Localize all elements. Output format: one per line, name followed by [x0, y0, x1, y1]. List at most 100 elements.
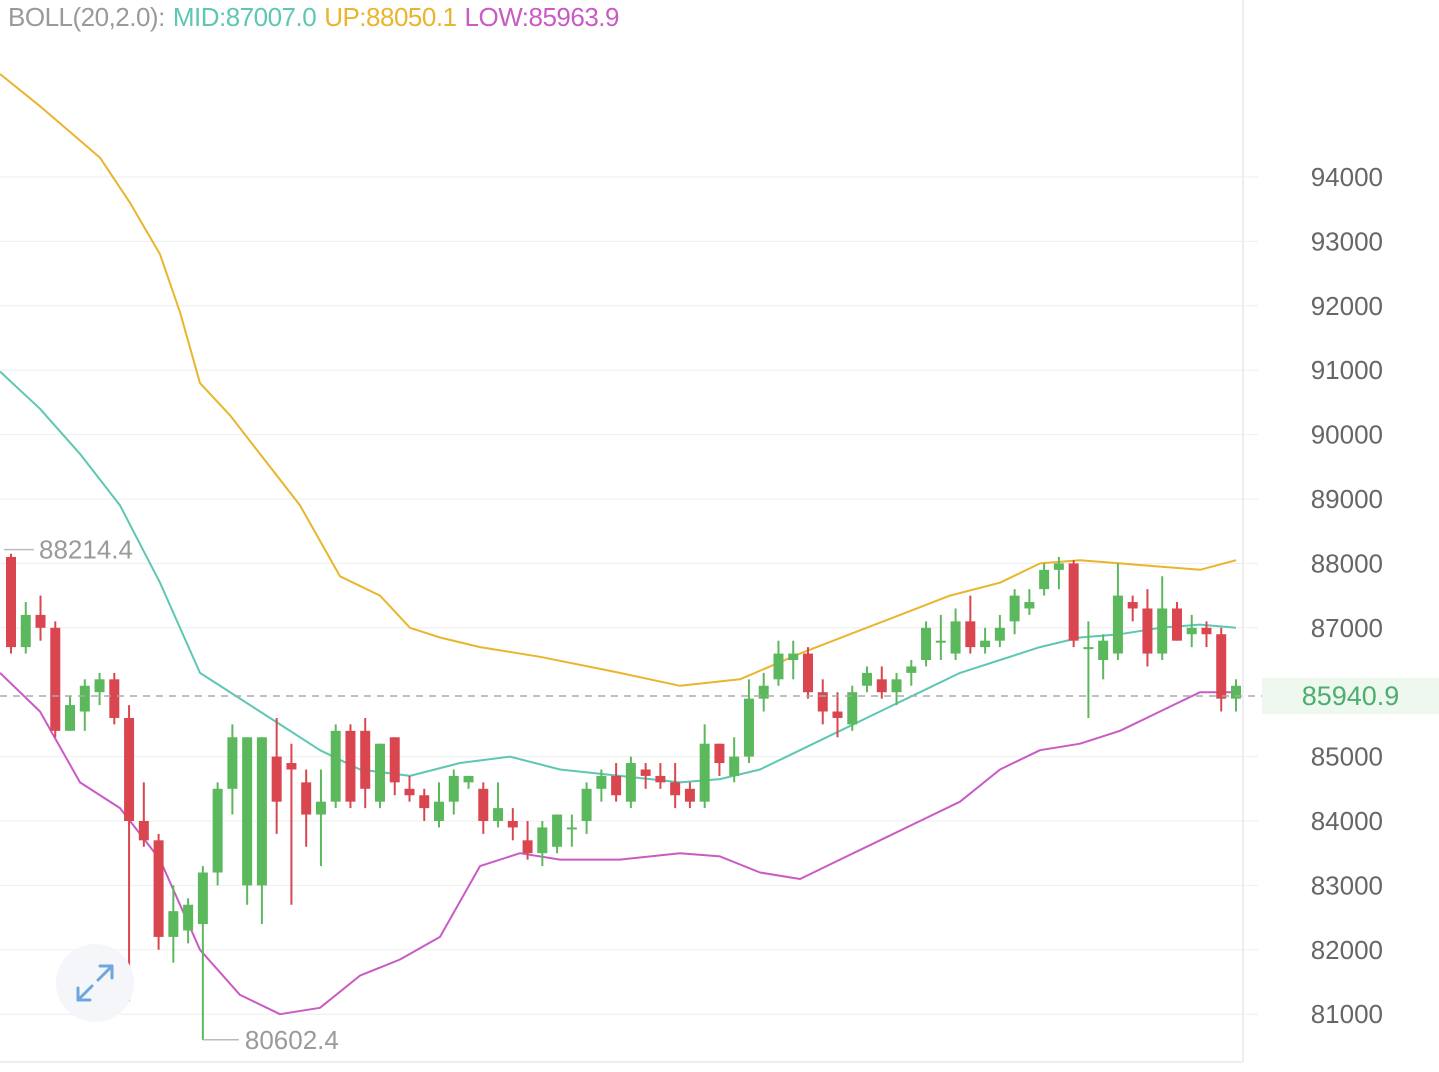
candle-body[interactable] [330, 730, 341, 802]
candle-body[interactable] [50, 627, 61, 731]
candle-body[interactable] [242, 737, 253, 886]
candle-body[interactable] [1171, 608, 1182, 641]
candle-body[interactable] [1201, 627, 1212, 635]
candle-body[interactable] [729, 756, 740, 776]
candle-body[interactable] [197, 872, 208, 925]
candle-body[interactable] [699, 743, 710, 802]
candle-body[interactable] [301, 782, 312, 815]
candle-body[interactable] [862, 672, 873, 686]
candle-body[interactable] [153, 840, 164, 937]
candle-body[interactable] [138, 821, 149, 841]
candle-body[interactable] [94, 679, 105, 693]
candle-body[interactable] [212, 788, 223, 873]
boll-low-line [0, 672, 1236, 1016]
candle-body[interactable] [345, 730, 356, 802]
candle-body[interactable] [1231, 685, 1241, 699]
y-tick-label: 90000 [1311, 420, 1383, 450]
candle-body[interactable] [360, 730, 371, 789]
candle-body[interactable] [847, 692, 858, 725]
candle-body[interactable] [891, 679, 902, 693]
y-tick-label: 81000 [1311, 999, 1383, 1029]
candle-body[interactable] [1157, 608, 1168, 654]
candle-body[interactable] [1127, 602, 1138, 609]
candle-body[interactable] [389, 737, 400, 783]
candle-body[interactable] [374, 743, 385, 802]
candle-body[interactable] [537, 827, 548, 854]
expand-button[interactable] [56, 944, 134, 1022]
candle-body[interactable] [625, 763, 636, 802]
candle-body[interactable] [1053, 563, 1064, 570]
candle-body[interactable] [1024, 602, 1035, 609]
candle-body[interactable] [227, 737, 238, 789]
high-marker-label: 88214.4 [39, 535, 133, 565]
candle-body[interactable] [1098, 640, 1109, 660]
candle-body[interactable] [1216, 634, 1227, 699]
candle-body[interactable] [109, 679, 120, 718]
candle-body[interactable] [124, 717, 135, 821]
candle-body[interactable] [876, 679, 887, 693]
boll-mid-line [0, 370, 1237, 784]
candle-body[interactable] [79, 685, 90, 712]
candle-body[interactable] [566, 827, 577, 830]
y-tick-label: 92000 [1311, 291, 1383, 321]
candle-body[interactable] [35, 614, 46, 628]
candle-body[interactable] [1112, 595, 1123, 654]
candle-body[interactable] [419, 795, 430, 809]
candle-body[interactable] [20, 614, 31, 648]
boll-indicator-name: BOLL(20,2.0): [8, 2, 165, 32]
candle-body[interactable] [832, 711, 843, 718]
boll-low-value: LOW:85963.9 [464, 2, 620, 32]
candle-body[interactable] [965, 621, 976, 648]
candle-body[interactable] [950, 621, 961, 654]
candle-body[interactable] [6, 556, 16, 648]
candle-body[interactable] [611, 775, 622, 796]
candle-body[interactable] [1186, 627, 1197, 635]
candle-body[interactable] [994, 627, 1005, 641]
candle-body[interactable] [906, 666, 917, 673]
candle-body[interactable] [183, 904, 194, 931]
candle-body[interactable] [640, 769, 651, 776]
candle-body[interactable] [271, 756, 282, 802]
candle-body[interactable] [581, 788, 592, 821]
candle-body[interactable] [404, 788, 415, 796]
candle-body[interactable] [65, 705, 76, 731]
candle-body[interactable] [507, 821, 518, 828]
candle-body[interactable] [1039, 569, 1050, 590]
candle-body[interactable] [463, 775, 474, 783]
candle-body[interactable] [773, 653, 784, 680]
candle-body[interactable] [448, 775, 459, 802]
candle-body[interactable] [655, 775, 666, 783]
candle-body[interactable] [743, 698, 754, 757]
candle-body[interactable] [788, 653, 799, 660]
candle-body[interactable] [1142, 608, 1153, 654]
candle-body[interactable] [714, 743, 725, 764]
candle-body[interactable] [758, 685, 769, 699]
candle-body[interactable] [315, 801, 326, 815]
candle-body[interactable] [1009, 595, 1020, 622]
candle-body[interactable] [980, 640, 991, 648]
boll-mid-value: MID:87007.0 [172, 2, 317, 32]
candle-body[interactable] [493, 808, 504, 821]
y-tick-label: 93000 [1311, 226, 1383, 256]
candle-body[interactable] [921, 627, 932, 660]
candle-body[interactable] [1068, 563, 1079, 641]
candle-body[interactable] [802, 653, 813, 693]
candle-body[interactable] [286, 763, 297, 770]
candle-body[interactable] [817, 692, 828, 712]
candle-body[interactable] [478, 788, 489, 821]
candle-body[interactable] [684, 788, 695, 802]
boll-up-line [0, 73, 1237, 687]
y-tick-label: 82000 [1311, 935, 1383, 965]
y-tick-label: 87000 [1311, 613, 1383, 643]
candle-body[interactable] [522, 840, 533, 854]
candle-body[interactable] [596, 775, 607, 789]
candle-body[interactable] [935, 640, 946, 643]
candle-body[interactable] [434, 801, 445, 821]
candle-body[interactable] [670, 782, 681, 796]
candle-body[interactable] [552, 814, 563, 847]
y-tick-label: 89000 [1311, 484, 1383, 514]
candle-body[interactable] [168, 911, 179, 937]
candle-body[interactable] [256, 737, 267, 886]
candle-body[interactable] [1083, 647, 1094, 650]
